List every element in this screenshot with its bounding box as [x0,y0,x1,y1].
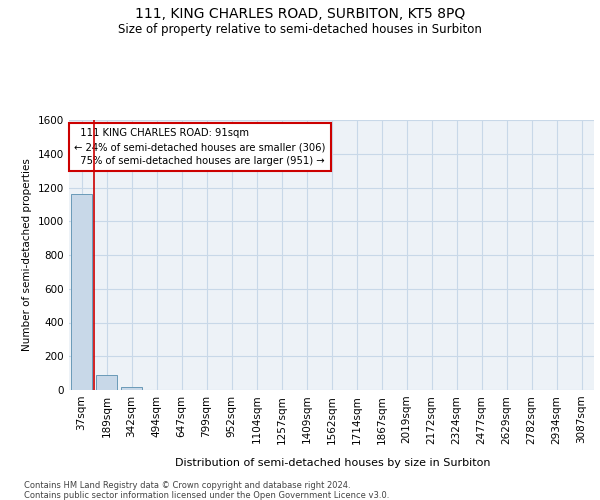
Text: Size of property relative to semi-detached houses in Surbiton: Size of property relative to semi-detach… [118,22,482,36]
Bar [96,375,117,390]
Text: Distribution of semi-detached houses by size in Surbiton: Distribution of semi-detached houses by … [175,458,491,468]
Text: Contains HM Land Registry data © Crown copyright and database right 2024.
Contai: Contains HM Land Registry data © Crown c… [24,480,389,500]
Text: 111 KING CHARLES ROAD: 91sqm
← 24% of semi-detached houses are smaller (306)
  7: 111 KING CHARLES ROAD: 91sqm ← 24% of se… [74,128,326,166]
Text: 111, KING CHARLES ROAD, SURBITON, KT5 8PQ: 111, KING CHARLES ROAD, SURBITON, KT5 8P… [135,8,465,22]
Bar [121,386,142,390]
Y-axis label: Number of semi-detached properties: Number of semi-detached properties [22,158,32,352]
Bar [71,194,92,390]
